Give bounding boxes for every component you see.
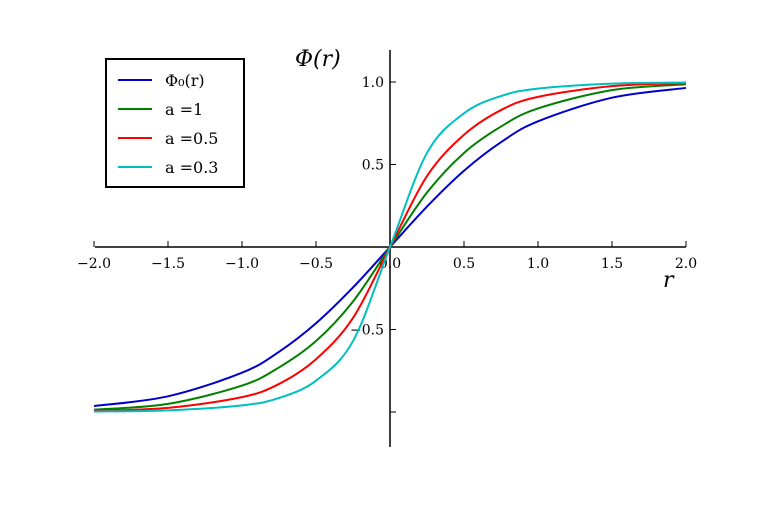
legend-label: a =1 — [165, 100, 203, 119]
y-tick-label: 1.0 — [362, 75, 384, 91]
y-tick-label: −0.5 — [350, 323, 384, 339]
x-tick-label: 2.0 — [675, 256, 697, 272]
y-tick-label: 0.5 — [362, 158, 384, 174]
x-axis-title: r — [663, 268, 675, 293]
x-tick-label: −0.5 — [299, 256, 333, 272]
x-tick-label: −1.5 — [151, 256, 185, 272]
legend-label: a =0.3 — [165, 158, 218, 177]
x-tick-label: −2.0 — [77, 256, 111, 272]
series-line-4 — [93, 81, 687, 413]
legend-label: a =0.5 — [165, 129, 218, 148]
series-lines — [93, 81, 687, 413]
x-tick-label: 1.5 — [601, 256, 623, 272]
legend: Φ₀(r) a =1 a =0.5 a =0.3 — [105, 58, 245, 188]
x-tick-label: 0.5 — [453, 256, 475, 272]
legend-label: Φ₀(r) — [165, 71, 205, 90]
x-tick-label: −1.0 — [225, 256, 259, 272]
x-tick-label: 1.0 — [527, 256, 549, 272]
y-axis-title: Φ(r) — [295, 47, 341, 72]
ticks: −2.0 −1.5 −1.0 −0.5 0.0 0.5 1.0 1.5 2.0−0.50.51.… — [77, 75, 697, 413]
